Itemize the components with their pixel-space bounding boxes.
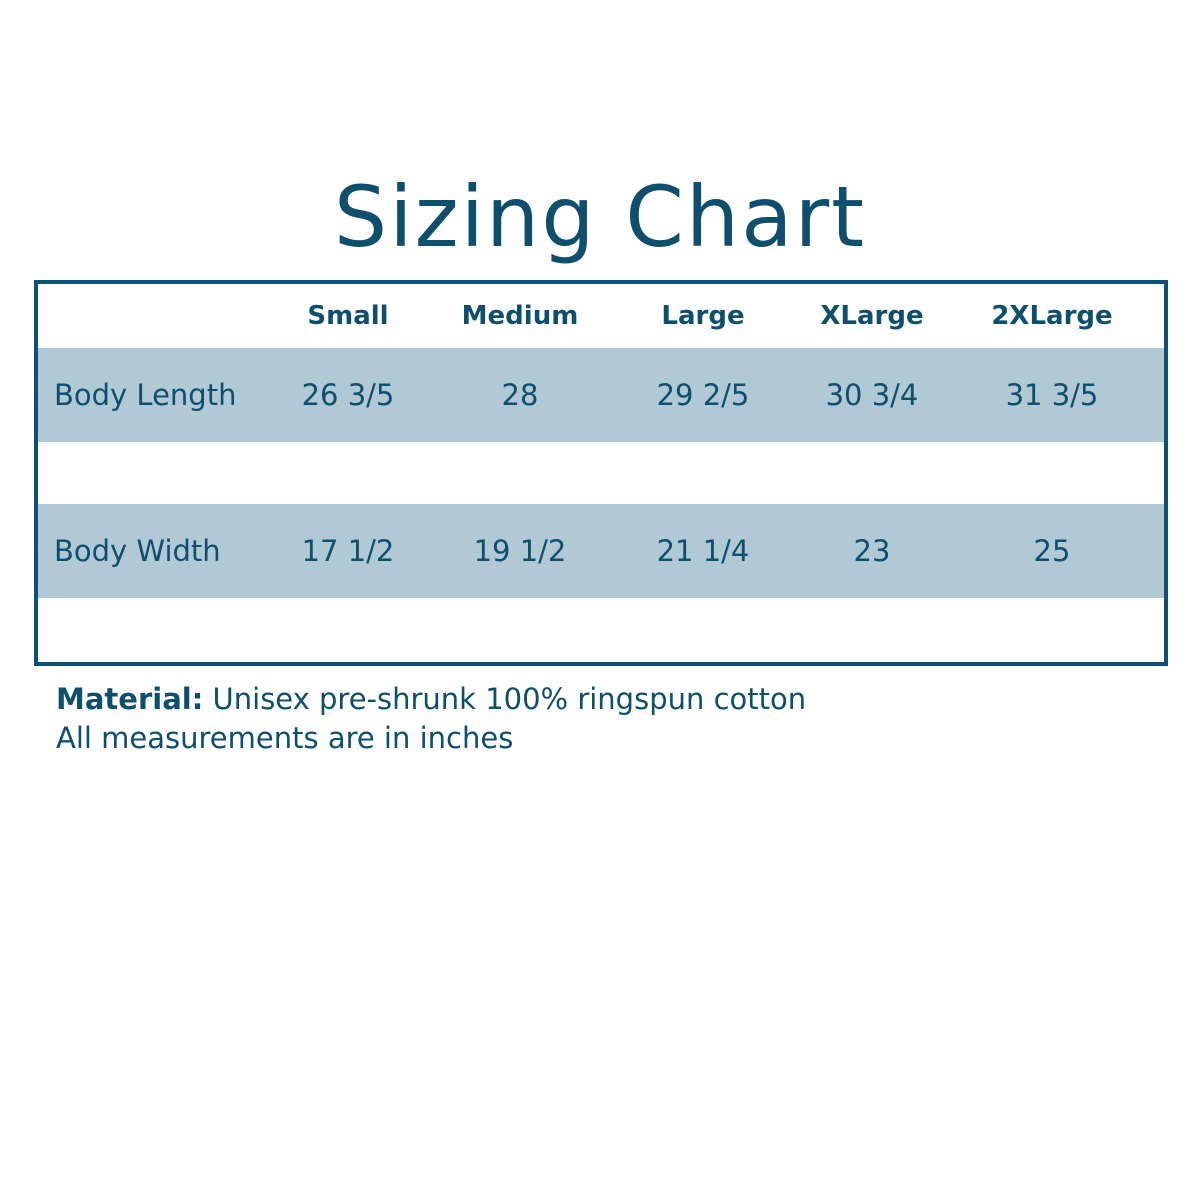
- table-cell: 23: [853, 534, 891, 568]
- table-cell: 30 3/4: [825, 378, 919, 412]
- table-row: Body Width 17 1/2 19 1/2 21 1/4 23 25: [38, 504, 1164, 598]
- table-row: Body Length 26 3/5 28 29 2/5 30 3/4 31 3…: [38, 348, 1164, 442]
- material-value: Unisex pre-shrunk 100% ringspun cotton: [203, 682, 807, 716]
- table-cell: 25: [1033, 534, 1071, 568]
- column-header: Large: [661, 301, 745, 331]
- table-cell: 31 3/5: [1005, 378, 1099, 412]
- notes: Material: Unisex pre-shrunk 100% ringspu…: [56, 680, 806, 758]
- sizing-table: Small Medium Large XLarge 2XLarge Body L…: [34, 280, 1168, 666]
- column-header: XLarge: [820, 301, 924, 331]
- table-header-row: Small Medium Large XLarge 2XLarge: [38, 284, 1164, 348]
- column-header: 2XLarge: [991, 301, 1113, 331]
- table-cell: 19 1/2: [473, 534, 567, 568]
- column-header: Small: [307, 301, 389, 331]
- column-header: Medium: [461, 301, 579, 331]
- table-cell: 17 1/2: [301, 534, 395, 568]
- units-note: All measurements are in inches: [56, 721, 514, 755]
- material-label: Material:: [56, 682, 204, 716]
- row-label: Body Length: [54, 378, 237, 412]
- row-label: Body Width: [54, 534, 221, 568]
- page-title: Sizing Chart: [333, 168, 867, 266]
- table-cell: 29 2/5: [656, 378, 750, 412]
- table-cell: 21 1/4: [656, 534, 750, 568]
- material-note: Material: Unisex pre-shrunk 100% ringspu…: [56, 680, 806, 719]
- table-cell: 28: [501, 378, 539, 412]
- table-cell: 26 3/5: [301, 378, 395, 412]
